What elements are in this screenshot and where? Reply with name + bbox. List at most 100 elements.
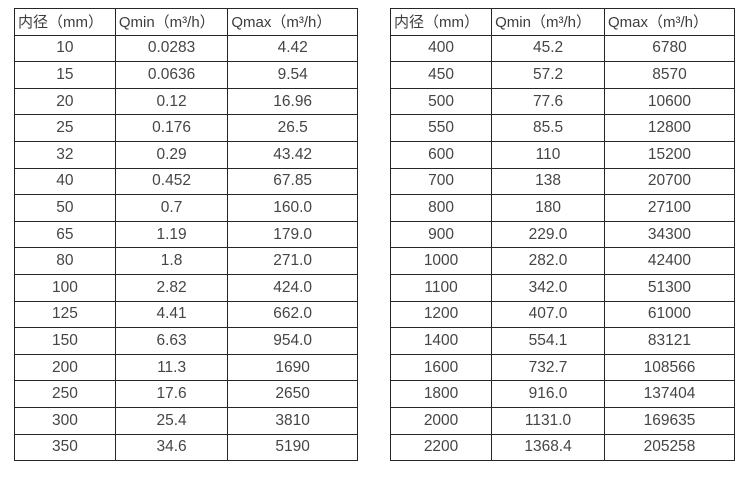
table-cell: 83121 — [603, 327, 736, 355]
table-row: 80 1.8 271.0 — [14, 247, 358, 275]
table-cell: 1100 — [389, 273, 493, 302]
table-cell: 1131.0 — [491, 406, 605, 435]
table-cell: 42400 — [603, 247, 736, 275]
table-row: 700 138 20700 — [389, 167, 736, 196]
table-row: 550 85.5 12800 — [389, 114, 736, 142]
table-cell: 900 — [389, 220, 493, 249]
table-cell: 1800 — [389, 380, 493, 408]
table-cell: 15 — [14, 61, 116, 89]
table-cell: 800 — [389, 194, 493, 222]
header-row: 内径（mm） Qmin（m³/h） Qmax（m³/h） — [389, 8, 736, 36]
table-cell: 2000 — [389, 406, 493, 435]
table-row: 1400 554.1 83121 — [389, 327, 736, 355]
table-cell: 205258 — [603, 433, 736, 462]
table-cell: 954.0 — [227, 327, 358, 355]
table-cell: 34300 — [603, 220, 736, 249]
table-cell: 4.41 — [114, 300, 229, 329]
table-cell: 67.85 — [227, 167, 358, 196]
table-cell: 4.42 — [227, 34, 358, 63]
table-cell: 700 — [389, 167, 493, 196]
table-cell: 10 — [14, 34, 116, 63]
table-cell: 229.0 — [491, 220, 605, 249]
table-cell: 57.2 — [491, 61, 605, 89]
table-row: 40 0.452 67.85 — [14, 167, 358, 196]
table-row: 1600 732.7 108566 — [389, 353, 736, 382]
table-cell: 424.0 — [227, 273, 358, 302]
table-cell: 500 — [389, 87, 493, 116]
table-cell: 15200 — [603, 140, 736, 169]
table-row: 1000 282.0 42400 — [389, 247, 736, 275]
table-cell: 45.2 — [491, 34, 605, 63]
table-cell: 85.5 — [491, 114, 605, 142]
table-row: 20 0.12 16.96 — [14, 87, 358, 116]
table-cell: 180 — [491, 194, 605, 222]
table-cell: 0.7 — [114, 194, 229, 222]
table-row: 10 0.0283 4.42 — [14, 34, 358, 63]
table-cell: 125 — [14, 300, 116, 329]
table-cell: 1200 — [389, 300, 493, 329]
table-cell: 1600 — [389, 353, 493, 382]
table-cell: 1000 — [389, 247, 493, 275]
table-row: 32 0.29 43.42 — [14, 140, 358, 169]
table-cell: 150 — [14, 327, 116, 355]
table-cell: 8570 — [603, 61, 736, 89]
table-cell: 179.0 — [227, 220, 358, 249]
flow-spec-table-small-diameters: 内径（mm） Qmin（m³/h） Qmax（m³/h） 10 0.0283 4.42 15… — [14, 8, 358, 462]
table-cell: 160.0 — [227, 194, 358, 222]
table-cell: 77.6 — [491, 87, 605, 116]
table-cell: 2.82 — [114, 273, 229, 302]
table-cell: 40 — [14, 167, 116, 196]
table-cell: 10600 — [603, 87, 736, 116]
table-cell: 0.0636 — [114, 61, 229, 89]
table-cell: 11.3 — [114, 353, 229, 382]
table-cell: 5190 — [227, 433, 358, 462]
table-cell: 137404 — [603, 380, 736, 408]
table-row: 900 229.0 34300 — [389, 220, 736, 249]
table-row: 1800 916.0 137404 — [389, 380, 736, 408]
table-row: 25 0.176 26.5 — [14, 114, 358, 142]
table-cell: 600 — [389, 140, 493, 169]
table-cell: 3810 — [227, 406, 358, 435]
table-cell: 43.42 — [227, 140, 358, 169]
table-row: 65 1.19 179.0 — [14, 220, 358, 249]
table-cell: 6780 — [603, 34, 736, 63]
table-row: 50 0.7 160.0 — [14, 194, 358, 222]
table-cell: 2200 — [389, 433, 493, 462]
header-cell: 内径（mm） — [14, 8, 116, 36]
table-row: 2000 1131.0 169635 — [389, 406, 736, 435]
table-cell: 1400 — [389, 327, 493, 355]
table-cell: 100 — [14, 273, 116, 302]
table-row: 800 180 27100 — [389, 194, 736, 222]
table-cell: 350 — [14, 433, 116, 462]
table-row: 100 2.82 424.0 — [14, 273, 358, 302]
table-cell: 32 — [14, 140, 116, 169]
table-cell: 407.0 — [491, 300, 605, 329]
table-cell: 250 — [14, 380, 116, 408]
table-cell: 662.0 — [227, 300, 358, 329]
table-cell: 25.4 — [114, 406, 229, 435]
header-cell: Qmin（m³/h） — [491, 8, 605, 36]
table-cell: 1.8 — [114, 247, 229, 275]
table-row: 1200 407.0 61000 — [389, 300, 736, 329]
table-row: 600 110 15200 — [389, 140, 736, 169]
table-cell: 108566 — [603, 353, 736, 382]
header-cell: Qmin（m³/h） — [114, 8, 229, 36]
table-cell: 110 — [491, 140, 605, 169]
table-cell: 732.7 — [491, 353, 605, 382]
table-cell: 0.12 — [114, 87, 229, 116]
table-cell: 0.0283 — [114, 34, 229, 63]
table-cell: 0.452 — [114, 167, 229, 196]
table-cell: 61000 — [603, 300, 736, 329]
table-row: 350 34.6 5190 — [14, 433, 358, 462]
table-cell: 9.54 — [227, 61, 358, 89]
table-row: 450 57.2 8570 — [389, 61, 736, 89]
table-cell: 450 — [389, 61, 493, 89]
table-cell: 16.96 — [227, 87, 358, 116]
table-cell: 342.0 — [491, 273, 605, 302]
table-row: 300 25.4 3810 — [14, 406, 358, 435]
table-row: 15 0.0636 9.54 — [14, 61, 358, 89]
table-cell: 400 — [389, 34, 493, 63]
table-cell: 138 — [491, 167, 605, 196]
table-row: 2200 1368.4 205258 — [389, 433, 736, 462]
table-cell: 27100 — [603, 194, 736, 222]
